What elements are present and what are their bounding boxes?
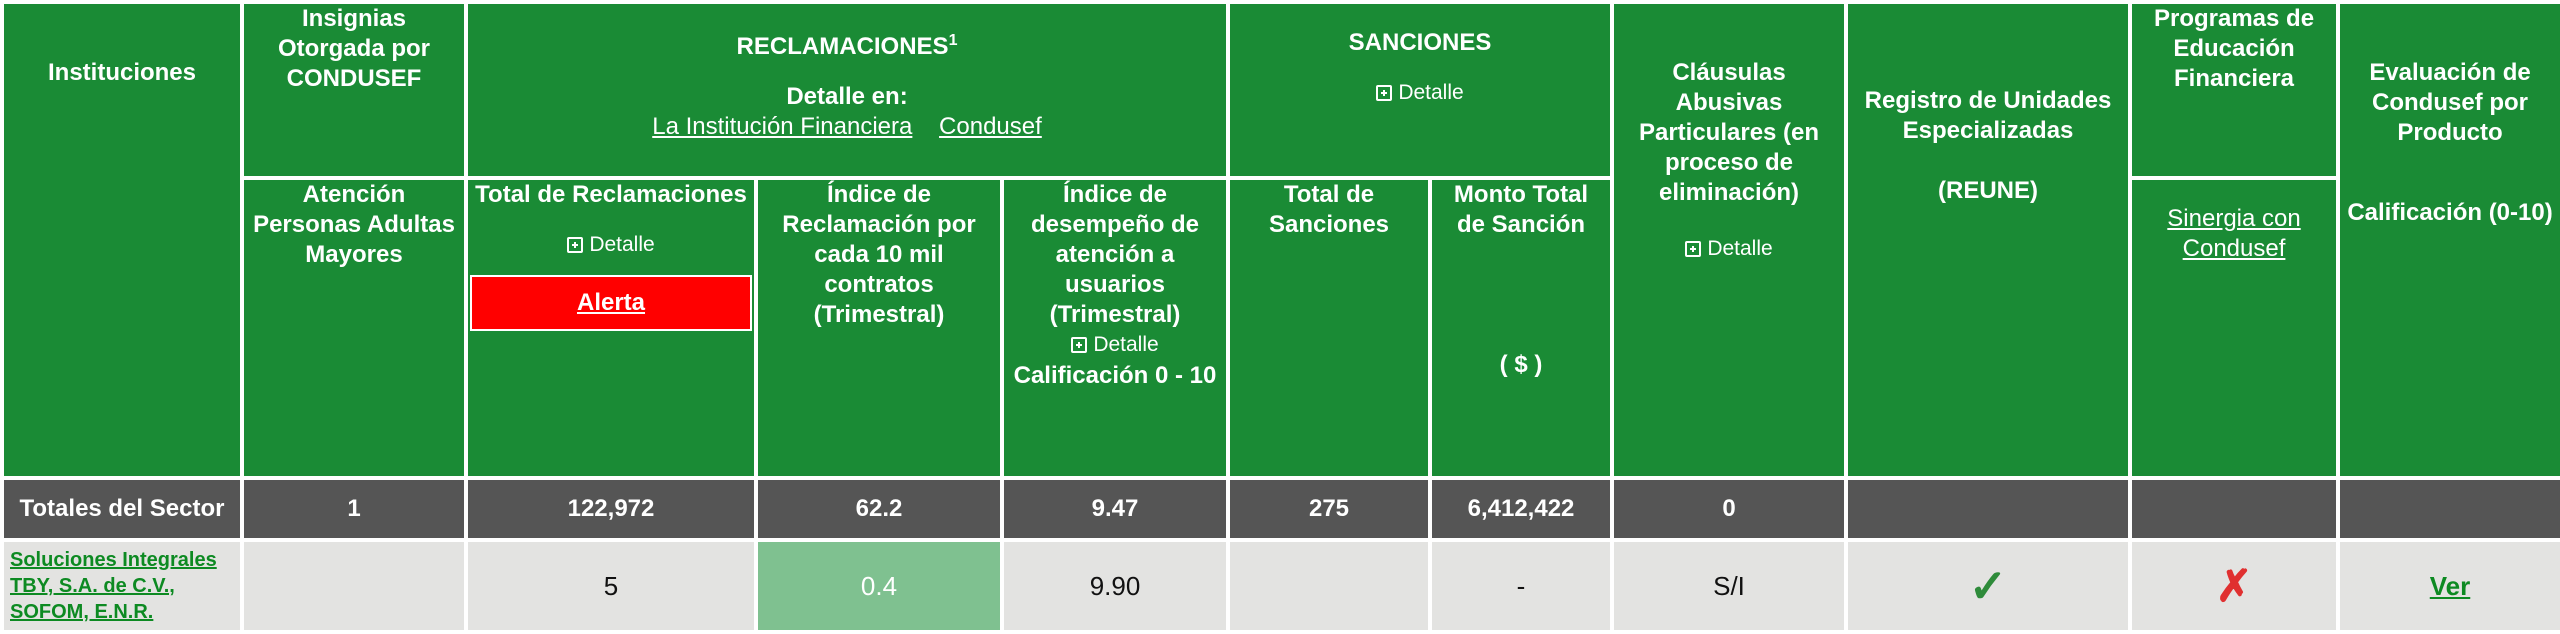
col-monto-total: Monto Total de Sanción ( $ ) (1428, 176, 1615, 480)
desempeno-detalle-button[interactable]: Detalle (1071, 330, 1159, 360)
col-indice-reclamacion: Índice de Reclamación por cada 10 mil co… (754, 176, 1004, 480)
totals-total-sanciones: 275 (1226, 476, 1433, 542)
totals-label: Totales del Sector (0, 476, 244, 542)
row-evaluacion: Ver (2336, 538, 2560, 634)
totals-indice-reclamacion: 62.2 (754, 476, 1004, 542)
col-total-sanciones: Total de Sanciones (1226, 176, 1433, 480)
link-institucion-financiera[interactable]: La Institución Financiera (652, 113, 913, 140)
reclamaciones-detalle-button[interactable]: Detalle (567, 230, 655, 260)
col-evaluacion: Evaluación de Condusef por Producto Cali… (2336, 0, 2560, 480)
row-clausulas: S/I (1610, 538, 1849, 634)
col-atencion-adultos-mayores: Atención Personas Adultas Mayores (240, 176, 468, 480)
row-indice-reclamacion: 0.4 (754, 538, 1004, 634)
col-instituciones: Instituciones (0, 0, 244, 480)
col-sinergia: Sinergia con Condusef (2128, 176, 2341, 480)
row-indice-desempeno: 9.90 (999, 538, 1231, 634)
col-reclamaciones: RECLAMACIONES1 Detalle en: La Institució… (463, 0, 1231, 180)
cross-icon: ✗ (2215, 561, 2253, 611)
plus-box-icon (567, 237, 584, 253)
institution-cell: Soluciones Integrales TBY, S.A. de C.V.,… (0, 538, 244, 634)
row-total-sanciones (1226, 538, 1433, 634)
plus-box-icon (1685, 241, 1702, 257)
row-monto-total: - (1428, 538, 1615, 634)
row-programas: ✗ (2128, 538, 2341, 634)
sanciones-detalle-button[interactable]: Detalle (1376, 78, 1464, 108)
totals-programas (2128, 476, 2341, 542)
ver-link[interactable]: Ver (2429, 570, 2471, 601)
link-condusef[interactable]: Condusef (939, 113, 1042, 140)
alerta-button[interactable]: Alerta (470, 275, 752, 331)
totals-indice-desempeno: 9.47 (999, 476, 1231, 542)
plus-box-icon (1071, 337, 1088, 353)
table-row: Soluciones Integrales TBY, S.A. de C.V.,… (0, 538, 2560, 634)
col-programas: Programas de Educación Financiera (2128, 0, 2341, 180)
totals-monto-total: 6,412,422 (1428, 476, 1615, 542)
totals-insignias: 1 (240, 476, 468, 542)
check-icon: ✓ (1968, 560, 2008, 612)
totals-evaluacion (2336, 476, 2560, 542)
col-clausulas: Cláusulas Abusivas Particulares (en proc… (1610, 0, 1849, 480)
row-total-reclamaciones: 5 (464, 538, 758, 634)
plus-box-icon (1376, 85, 1393, 101)
row-reune: ✓ (1844, 538, 2133, 634)
totals-row: Totales del Sector 1 122,972 62.2 9.47 2… (0, 476, 2560, 542)
institution-link[interactable]: Soluciones Integrales TBY, S.A. de C.V.,… (10, 549, 217, 623)
row-insignias (240, 538, 468, 634)
col-insignias: Insignias Otorgada por CONDUSEF (240, 0, 468, 180)
clausulas-detalle-button[interactable]: Detalle (1685, 234, 1773, 264)
totals-reune (1844, 476, 2133, 542)
col-reune: Registro de Unidades Especializadas (REU… (1844, 0, 2133, 480)
link-sinergia-condusef[interactable]: Sinergia con Condusef (2167, 205, 2301, 262)
col-sanciones: SANCIONES Detalle (1226, 0, 1615, 180)
col-total-reclamaciones: Total de Reclamaciones Detalle Alerta (464, 176, 758, 480)
totals-total-reclamaciones: 122,972 (464, 476, 758, 542)
totals-clausulas: 0 (1610, 476, 1849, 542)
col-indice-desempeno: Índice de desempeño de atención a usuari… (999, 176, 1231, 480)
